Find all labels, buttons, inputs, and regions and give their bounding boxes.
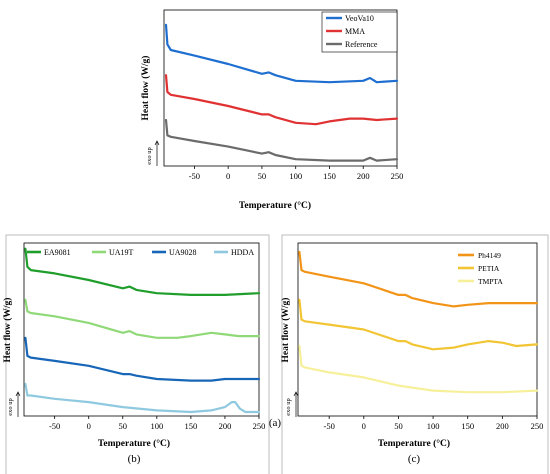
legend-label: PETIA	[478, 264, 500, 273]
legend-label: Reference	[345, 40, 378, 49]
x-tick-label: -50	[49, 421, 60, 431]
series-line-hdda	[24, 382, 261, 414]
x-tick-label: 50	[119, 421, 128, 431]
plot-frame	[23, 242, 260, 417]
x-tick-label: -50	[324, 421, 335, 431]
exo-up-arrowhead	[154, 140, 160, 146]
panel-label: (c)	[408, 453, 421, 465]
legend-label: EA9081	[44, 248, 71, 257]
legend-label: HDDA	[231, 248, 254, 257]
x-tick-label: 100	[150, 421, 163, 431]
series-line-ua9028	[24, 336, 261, 382]
plot-frame	[297, 242, 538, 417]
x-tick-label: 150	[185, 421, 198, 431]
x-tick-label: 100	[289, 171, 302, 181]
exo-up-annotation: exo up	[7, 398, 14, 416]
series-line-ea9081	[24, 247, 261, 296]
y-axis-label: Heat flow (W/g)	[280, 298, 291, 363]
legend-label: TMPTA	[478, 277, 503, 286]
legend-label: Ph4149	[478, 251, 501, 260]
x-tick-label: 150	[323, 171, 336, 181]
series-line-ua19t	[24, 298, 261, 339]
x-tick-label: 0	[226, 171, 230, 181]
panel-b: -50 0 50 100 150 200 250 Temperature (°C) Heat f…	[2, 234, 270, 474]
exo-up-annotation: exo up	[146, 147, 153, 165]
x-tick-label: -50	[189, 171, 200, 181]
legend-label: UA19T	[109, 248, 134, 257]
exo-up-arrowhead	[15, 391, 21, 397]
exo-up-annotation: exo up	[285, 398, 292, 416]
series-line-mma	[164, 74, 399, 126]
panel-a: -50 0 50 100 150 200 250 Temperature (°C) Heat f…	[140, 9, 404, 429]
plot-frame	[163, 9, 398, 167]
panel-c: -50 0 50 100 150 200 250 Temperature (°C) Heat f…	[280, 234, 549, 474]
x-tick-label: 100	[427, 421, 440, 431]
series-line-petia	[298, 298, 539, 351]
x-tick-label: 250	[253, 421, 266, 431]
legend-label: VeoVa10	[345, 14, 374, 23]
x-tick-label: 200	[219, 421, 232, 431]
x-tick-label: 200	[496, 421, 509, 431]
x-tick-label: 200	[357, 171, 370, 181]
exo-up-arrowhead	[293, 391, 299, 397]
y-axis-label: Heat flow (W/g)	[140, 56, 151, 121]
legend-label: UA9028	[169, 248, 197, 257]
x-tick-label: 150	[461, 421, 474, 431]
panel-label: (a)	[269, 417, 282, 429]
series-line-veova10	[164, 23, 399, 84]
x-axis-label: Temperature (°C)	[98, 438, 170, 449]
x-tick-label: 250	[391, 171, 404, 181]
panel-c-border	[281, 234, 549, 474]
series-line-reference	[164, 118, 399, 162]
legend-label: MMA	[345, 27, 365, 36]
x-axis-label: Temperature (°C)	[378, 438, 450, 449]
series-line-tmpta	[298, 344, 539, 394]
x-tick-label: 250	[531, 421, 544, 431]
x-tick-label: 50	[258, 171, 267, 181]
x-tick-label: 50	[394, 421, 403, 431]
x-tick-label: 0	[362, 421, 366, 431]
series-line-ph4149	[298, 250, 539, 308]
x-axis-label: Temperature (°C)	[239, 200, 311, 211]
x-tick-label: 0	[87, 421, 91, 431]
panel-label: (b)	[128, 453, 141, 465]
y-axis-label: Heat flow (W/g)	[2, 298, 13, 363]
panel-b-border	[5, 234, 270, 474]
